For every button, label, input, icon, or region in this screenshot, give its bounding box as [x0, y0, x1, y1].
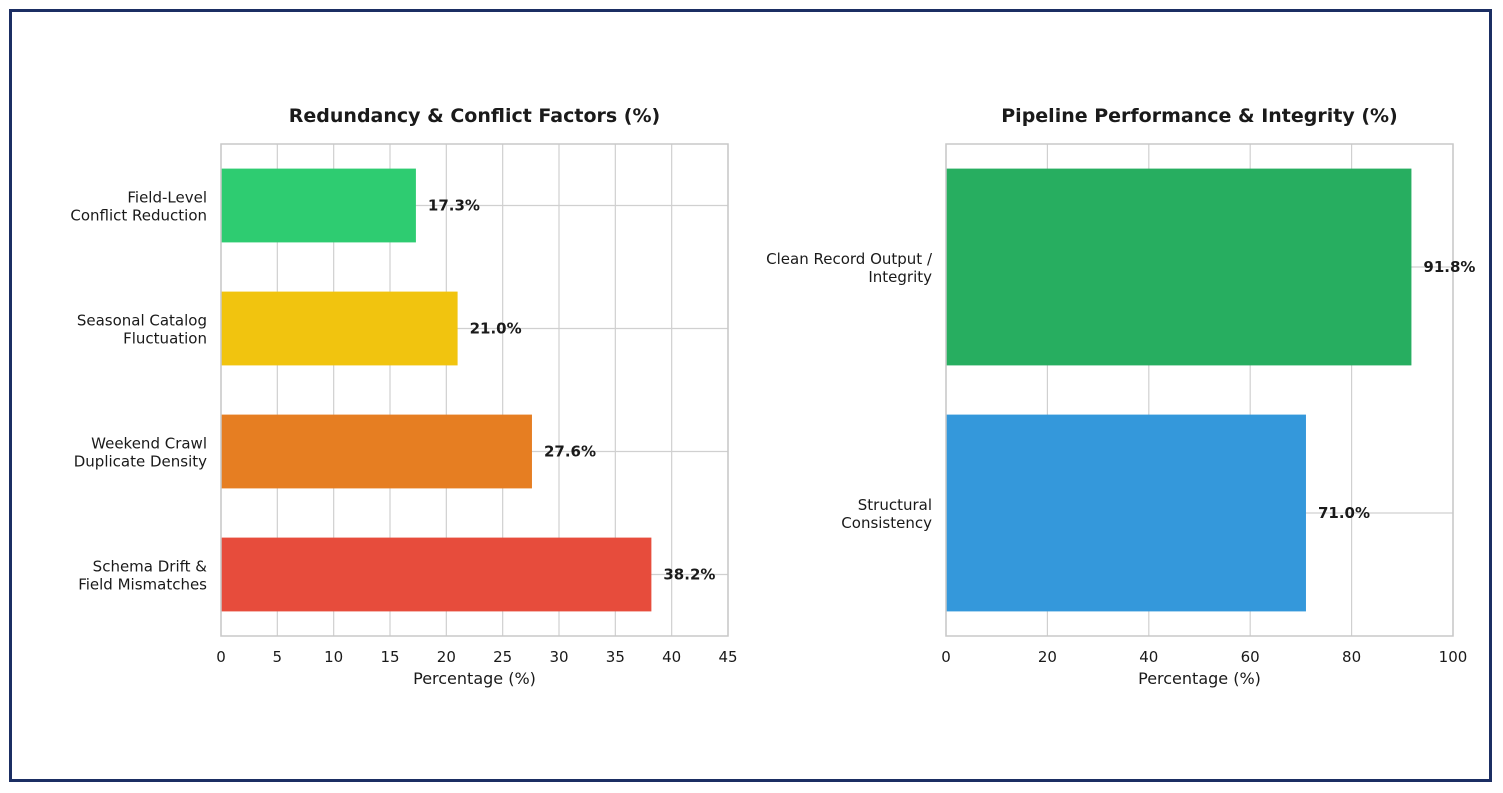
category-label: Structural Consistency: [841, 496, 932, 532]
data-label: 71.0%: [1318, 504, 1370, 522]
plot-frame: [220, 143, 729, 637]
x-tick-label: 10: [324, 648, 343, 666]
x-tick-label: 80: [1342, 648, 1361, 666]
category-label: Field-Level Conflict Reduction: [70, 189, 207, 225]
category-label: Schema Drift & Field Mismatches: [78, 558, 207, 594]
x-tick-label: 40: [1139, 648, 1158, 666]
chart-1: 17.3% 21.0% 27.6% 38.2% 0 5 10 15 20 25 30 35 40 45 Fi…: [70, 105, 737, 688]
data-label: 17.3%: [428, 197, 480, 215]
x-tick-label: 35: [606, 648, 625, 666]
plot-frame: [945, 143, 1454, 637]
bar: [221, 414, 532, 489]
data-label: 21.0%: [470, 320, 522, 338]
x-tick-label: 100: [1439, 648, 1468, 666]
x-tick-label: 5: [273, 648, 283, 666]
x-tick-label: 30: [549, 648, 568, 666]
figure-frame: [9, 9, 1492, 782]
x-tick-label: 25: [493, 648, 512, 666]
category-label: Clean Record Output / Integrity: [766, 250, 933, 286]
data-label: 91.8%: [1423, 258, 1475, 276]
x-axis-label: Percentage (%): [413, 669, 536, 688]
x-tick-label: 20: [437, 648, 456, 666]
chart-title: Pipeline Performance & Integrity (%): [1001, 105, 1397, 127]
x-tick-label: 0: [216, 648, 226, 666]
bar: [221, 168, 416, 243]
category-label: Weekend Crawl Duplicate Density: [74, 435, 207, 471]
category-label: Seasonal Catalog Fluctuation: [77, 312, 207, 348]
data-label: 38.2%: [663, 566, 715, 584]
bar: [221, 537, 652, 612]
x-axis-label: Percentage (%): [1138, 669, 1261, 688]
x-tick-label: 40: [662, 648, 681, 666]
bar: [221, 291, 458, 366]
x-tick-label: 15: [380, 648, 399, 666]
x-tick-label: 0: [941, 648, 951, 666]
bar: [946, 414, 1306, 612]
x-tick-label: 60: [1241, 648, 1260, 666]
x-tick-label: 20: [1038, 648, 1057, 666]
chart-2: 91.8% 71.0% 0 20 40 60 80 100 Clean Record Outpu…: [766, 105, 1475, 688]
bar: [946, 168, 1412, 366]
chart-title: Redundancy & Conflict Factors (%): [289, 105, 660, 127]
data-label: 27.6%: [544, 443, 596, 461]
x-tick-label: 45: [718, 648, 737, 666]
